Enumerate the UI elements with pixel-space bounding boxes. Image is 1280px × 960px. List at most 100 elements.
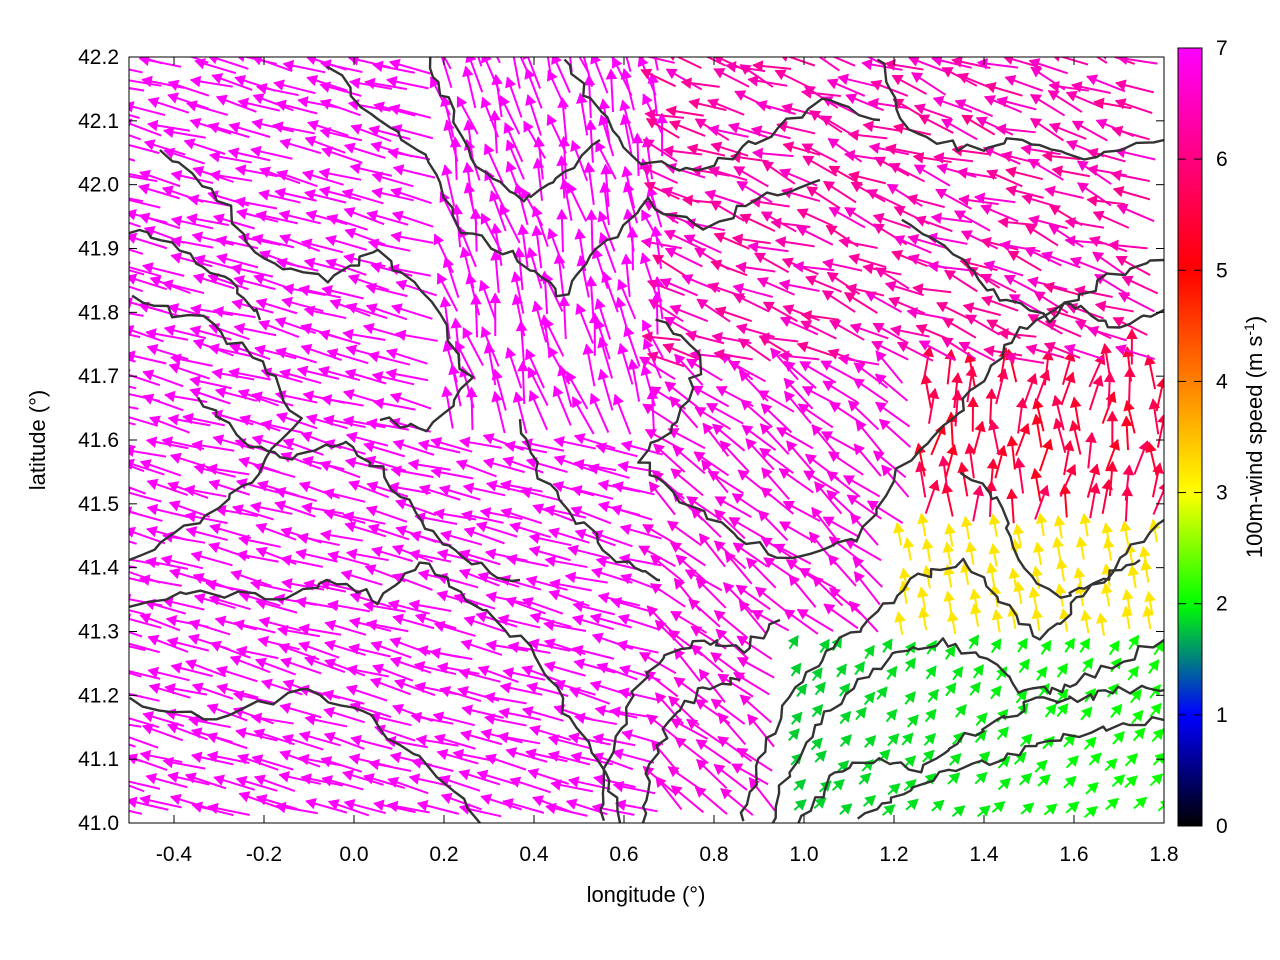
wind-vector xyxy=(798,567,837,590)
wind-vector xyxy=(748,777,776,812)
wind-vector xyxy=(521,665,563,683)
wind-vector xyxy=(574,712,617,726)
wind-vector xyxy=(362,600,406,613)
wind-vector xyxy=(589,392,610,433)
wind-vector xyxy=(544,555,588,569)
wind-vector xyxy=(1006,488,1018,524)
wind-vector xyxy=(854,661,866,676)
wind-vector xyxy=(147,666,190,682)
wind-vector xyxy=(1034,484,1050,520)
wind-vector xyxy=(745,438,775,471)
terrain-contour xyxy=(159,149,475,433)
wind-vector xyxy=(215,235,259,250)
wind-vector xyxy=(558,295,571,339)
wind-vector xyxy=(146,478,189,497)
wind-vector xyxy=(565,371,589,410)
wind-vector xyxy=(320,394,364,407)
wind-vector xyxy=(436,548,480,563)
wind-vector xyxy=(728,360,767,383)
wind-vector xyxy=(1044,319,1082,338)
wind-vector xyxy=(491,390,506,434)
wind-vector xyxy=(436,662,480,675)
wind-vector xyxy=(368,758,412,772)
wind-vector xyxy=(371,171,414,188)
wind-vector xyxy=(995,123,1036,135)
wind-vector xyxy=(698,533,726,568)
wind-vector xyxy=(763,557,799,582)
wind-vector xyxy=(1144,590,1156,615)
wind-vector xyxy=(906,714,919,728)
wind-vector xyxy=(728,516,766,540)
wind-vector xyxy=(433,620,476,637)
wind-vector xyxy=(340,569,383,586)
wind-vector xyxy=(644,670,679,698)
wind-vector xyxy=(390,465,434,478)
wind-vector xyxy=(964,442,977,479)
wind-vector xyxy=(1073,567,1086,591)
wind-vector xyxy=(735,261,776,274)
wind-vector xyxy=(942,317,977,339)
wind-vector xyxy=(1053,417,1067,453)
wind-vector xyxy=(733,671,770,696)
wind-vector xyxy=(781,57,816,67)
colorbar-title-main: 100m-wind speed (m s xyxy=(1242,336,1267,559)
wind-vector xyxy=(997,777,1011,791)
wind-vector xyxy=(344,368,387,385)
wind-vector xyxy=(786,440,815,474)
wind-vector xyxy=(369,677,411,696)
wind-vector xyxy=(642,523,680,547)
wind-vector xyxy=(513,246,526,291)
wind-vector xyxy=(546,57,552,74)
wind-vector xyxy=(707,98,745,116)
wind-vector xyxy=(618,664,661,682)
wind-vector xyxy=(901,732,914,746)
wind-vector xyxy=(1085,431,1097,469)
wind-vector xyxy=(779,521,817,544)
wind-vector xyxy=(1030,467,1043,502)
wind-vector xyxy=(822,380,859,404)
wind-vector xyxy=(1030,117,1064,142)
wind-vector xyxy=(774,236,815,248)
wind-vector xyxy=(278,771,321,785)
wind-vector xyxy=(323,731,365,750)
wind-vector xyxy=(1085,782,1099,795)
wind-vector xyxy=(543,504,587,519)
wind-vector xyxy=(986,458,999,494)
wind-vector xyxy=(590,57,609,94)
wind-vector xyxy=(732,542,769,568)
wind-vector xyxy=(800,310,840,322)
wind-vector xyxy=(372,663,414,682)
wind-vector xyxy=(228,367,271,381)
wind-vector xyxy=(1131,709,1144,724)
wind-vector xyxy=(903,779,917,792)
plot-area xyxy=(128,56,1165,824)
wind-vector xyxy=(936,163,977,178)
wind-vector xyxy=(529,724,571,741)
wind-vector xyxy=(707,470,744,495)
wind-vector xyxy=(617,687,661,702)
wind-vector xyxy=(432,711,475,727)
wind-vector xyxy=(1069,396,1082,432)
wind-vector xyxy=(458,667,501,683)
wind-vector xyxy=(620,440,663,456)
y-axis-title: latitude (°) xyxy=(25,390,50,491)
wind-vector xyxy=(783,390,812,424)
wind-vector xyxy=(838,683,851,697)
wind-vector xyxy=(969,588,982,612)
wind-vector xyxy=(571,396,595,435)
wind-vector xyxy=(416,799,460,815)
wind-vector xyxy=(594,298,612,340)
wind-vector xyxy=(612,393,632,435)
wind-vector xyxy=(343,798,386,815)
wind-vector xyxy=(797,403,834,429)
wind-vector xyxy=(1111,125,1150,141)
y-tick-label: 41.3 xyxy=(78,621,119,644)
wind-vector xyxy=(799,360,837,384)
x-tick-label: -0.4 xyxy=(156,843,193,866)
wind-vector xyxy=(164,683,208,696)
wind-vector xyxy=(627,358,641,402)
wind-vector xyxy=(527,366,549,407)
wind-vector xyxy=(274,486,317,502)
wind-vector xyxy=(1075,536,1088,560)
wind-vector xyxy=(1059,463,1077,497)
